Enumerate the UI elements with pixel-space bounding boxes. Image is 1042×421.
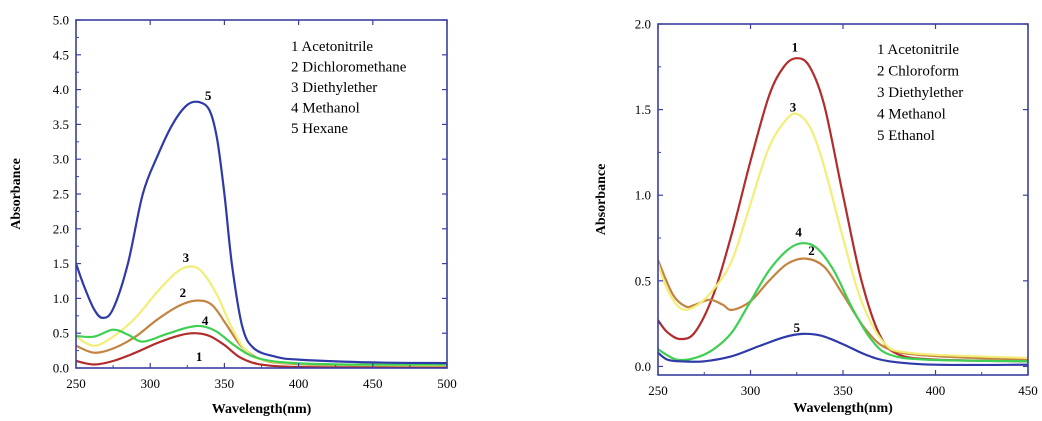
y-tick-label: 0.5	[53, 326, 69, 341]
curve-label-1: 1	[792, 39, 799, 54]
y-tick-label: 5.0	[53, 13, 69, 28]
y-tick-label: 1.0	[53, 291, 69, 306]
series-line-5	[658, 332, 1028, 367]
x-tick-label: 250	[66, 376, 86, 391]
series-line-2	[76, 299, 447, 367]
y-tick-label: 0.5	[635, 273, 651, 288]
y-tick-label: 1.5	[53, 256, 69, 271]
legend-entry: 4 Methanol	[877, 107, 946, 123]
legend-entry: 4 Methanol	[291, 101, 360, 117]
y-tick-label: 0.0	[53, 361, 69, 376]
x-tick-label: 250	[648, 383, 668, 398]
curve-label-5: 5	[794, 320, 801, 335]
y-tick-label: 1.0	[635, 188, 651, 203]
y-axis-label: Absorbance	[9, 158, 24, 230]
x-tick-label: 450	[363, 376, 383, 391]
legend-entry: 5 Ethanol	[877, 128, 935, 144]
y-tick-label: 2.0	[53, 221, 69, 236]
legend-entry: 2 Dichloromethane	[291, 60, 407, 76]
x-tick-label: 450	[1018, 383, 1038, 398]
series-line-1	[76, 332, 447, 368]
curve-label-2: 2	[808, 243, 815, 258]
x-tick-label: 400	[289, 376, 309, 391]
chart-left: 1 2 3 4 5 250 300 350 400 450 500 0.0 0.5 1.0 1.5 2.0 2.…	[9, 13, 457, 418]
curve-label-3: 3	[790, 99, 797, 114]
y-tick-label: 2.0	[635, 17, 651, 32]
series-line-2	[658, 257, 1028, 361]
series-line-3	[658, 112, 1028, 359]
series-line-4	[658, 242, 1028, 363]
x-axis-label: Wavelength(nm)	[793, 401, 893, 416]
y-tick-label: 3.5	[53, 117, 69, 132]
x-tick-label: 500	[437, 376, 457, 391]
curve-label-1: 1	[196, 349, 203, 364]
legend-entry: 3 Diethylether	[877, 85, 963, 101]
legend-entry: 3 Diethylether	[291, 80, 377, 96]
legend-entry: 1 Acetonitrile	[877, 42, 959, 58]
chart-right: 1 2 3 4 5 250 300 350 400 450 0.0 0.5 1.0 1.5 2.0 Wavel…	[594, 17, 1038, 417]
y-tick-label: 4.5	[53, 47, 69, 62]
y-tick-label: 1.5	[635, 102, 651, 117]
legend-entry: 5 Hexane	[291, 121, 348, 137]
y-tick-label: 3.0	[53, 152, 69, 167]
legend-entry: 1 Acetonitrile	[291, 39, 373, 55]
series-line-3	[76, 265, 447, 367]
curve-label-3: 3	[183, 250, 190, 265]
legend-entry: 2 Chloroform	[877, 64, 959, 80]
x-axis-label: Wavelength(nm)	[212, 402, 312, 417]
curve-label-4: 4	[795, 224, 802, 239]
series-line-4	[76, 324, 447, 366]
series-line-1	[658, 57, 1028, 363]
x-tick-label: 350	[833, 383, 853, 398]
x-tick-label: 300	[140, 376, 160, 391]
series-group	[658, 57, 1028, 367]
curve-label-4: 4	[202, 313, 209, 328]
curve-label-5: 5	[205, 88, 212, 103]
y-tick-label: 4.0	[53, 82, 69, 97]
y-tick-label: 2.5	[53, 187, 69, 202]
curve-label-2: 2	[180, 285, 187, 300]
series-group	[76, 100, 447, 368]
y-tick-label: 0.0	[635, 359, 651, 374]
x-tick-label: 350	[215, 376, 235, 391]
series-line-5	[76, 100, 447, 365]
y-axis-label: Absorbance	[594, 164, 609, 236]
x-tick-label: 300	[741, 383, 761, 398]
x-tick-label: 400	[926, 383, 946, 398]
